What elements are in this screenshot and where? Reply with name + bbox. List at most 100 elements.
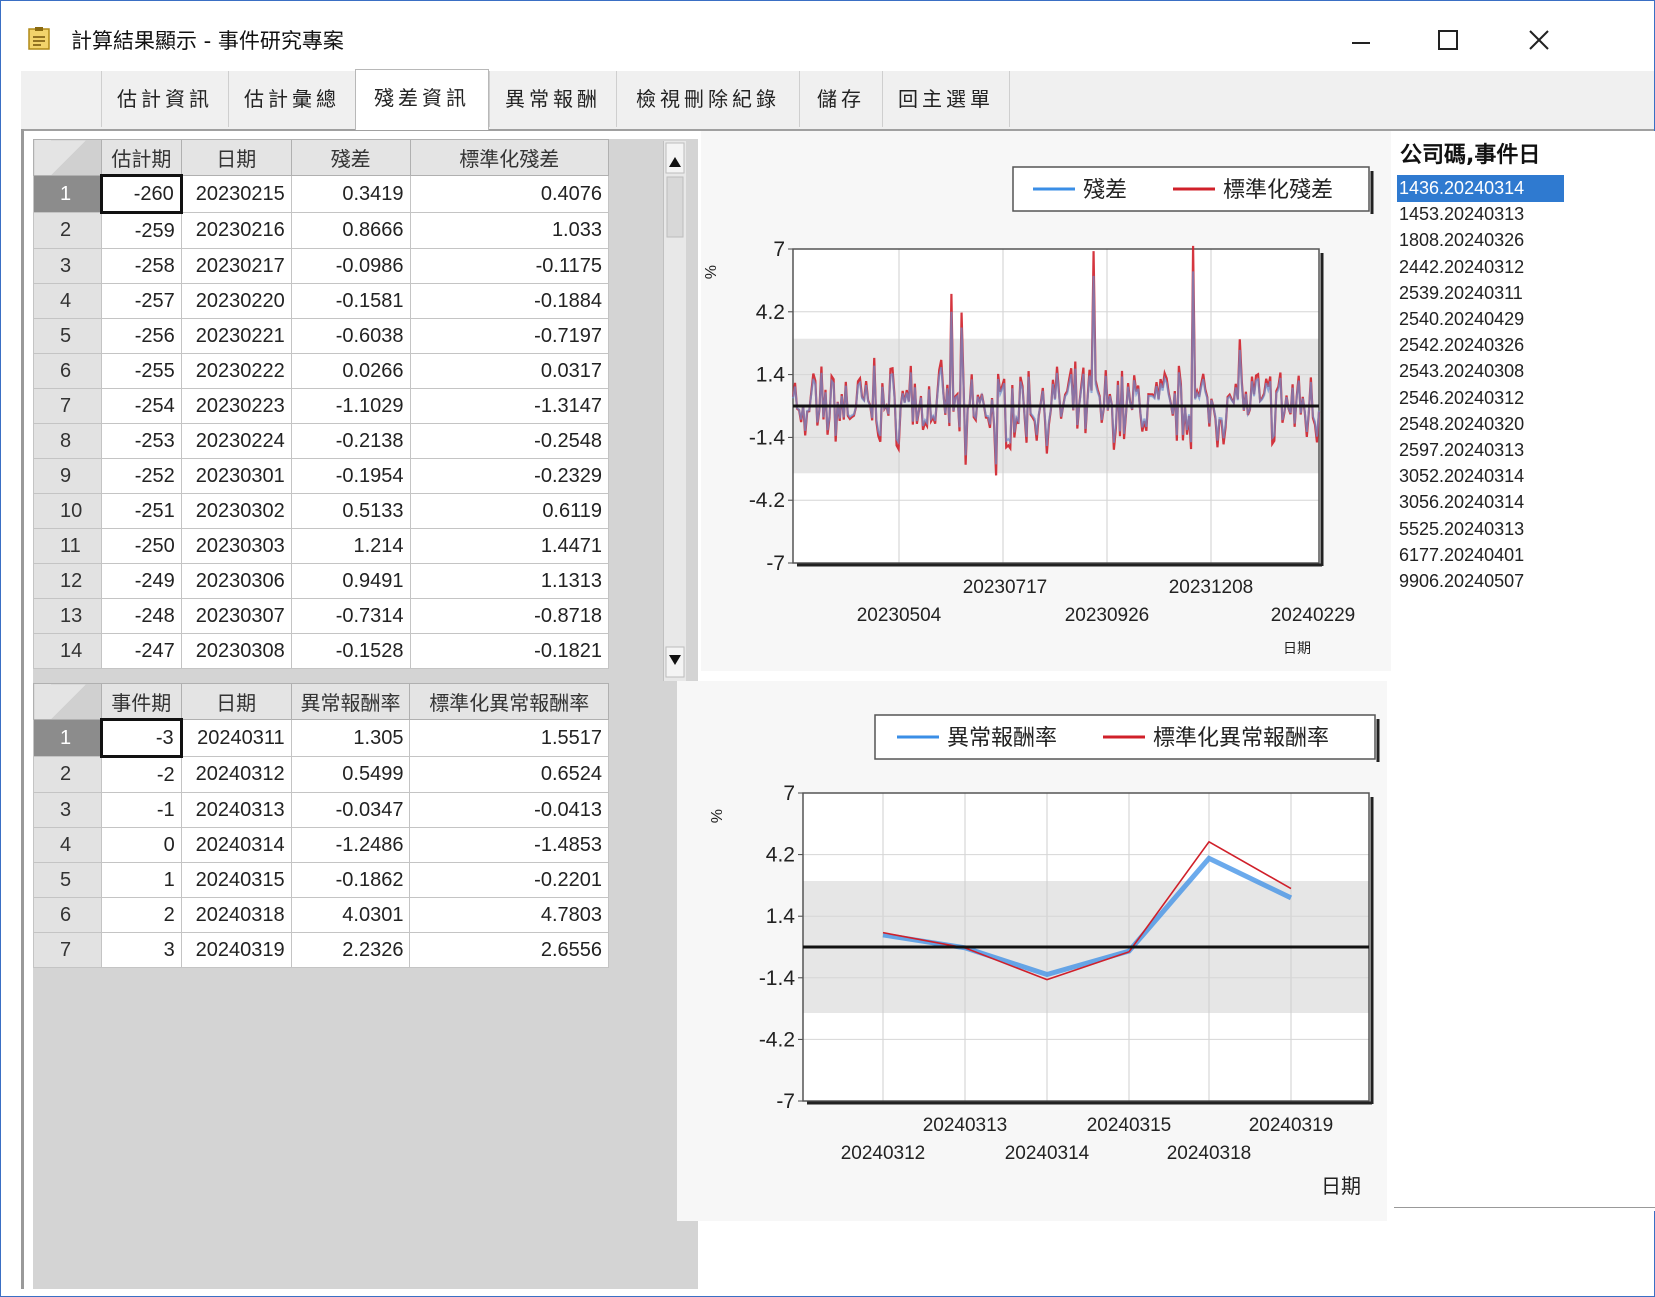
- row-header[interactable]: 5: [33, 318, 102, 354]
- table-cell[interactable]: 1.4471: [409, 528, 610, 564]
- column-header[interactable]: 標準化殘差: [409, 139, 610, 176]
- table-cell[interactable]: -0.1175: [409, 248, 610, 284]
- table-cell[interactable]: 20240313: [180, 792, 292, 828]
- table-cell[interactable]: 1.214: [290, 528, 411, 564]
- maximize-button[interactable]: [1413, 15, 1483, 65]
- table-cell[interactable]: -254: [100, 388, 182, 424]
- table-row[interactable]: 3 -258 20230217 -0.0986 -0.1175: [33, 248, 610, 284]
- table-cell[interactable]: 0.4076: [409, 175, 610, 213]
- table-cell[interactable]: 20240312: [180, 756, 292, 793]
- table-cell[interactable]: 20230301: [180, 458, 292, 494]
- column-header[interactable]: 事件期: [100, 683, 182, 720]
- table-cell[interactable]: -256: [100, 318, 182, 354]
- table-cell[interactable]: -0.1884: [409, 283, 610, 319]
- table-row[interactable]: 14 -247 20230308 -0.1528 -0.1821: [33, 633, 610, 669]
- row-header[interactable]: 3: [33, 248, 102, 284]
- list-item[interactable]: 2543.20240308: [1399, 361, 1525, 382]
- table-cell[interactable]: 0.6119: [409, 493, 610, 529]
- table-row[interactable]: 8 -253 20230224 -0.2138 -0.2548: [33, 423, 610, 459]
- tab-save[interactable]: 儲存: [799, 71, 882, 127]
- row-header[interactable]: 7: [33, 932, 102, 968]
- table-cell[interactable]: -260: [99, 174, 183, 214]
- table-row[interactable]: 6 -255 20230222 0.0266 0.0317: [33, 353, 610, 389]
- table-cell[interactable]: -0.8718: [409, 598, 610, 634]
- table-cell[interactable]: 3: [100, 932, 182, 968]
- table-row[interactable]: 5 1 20240315 -0.1862 -0.2201: [33, 862, 609, 898]
- tab-residual-info[interactable]: 殘差資訊: [355, 69, 489, 130]
- table-cell[interactable]: -1: [100, 792, 182, 828]
- scroll-up-icon[interactable]: [669, 157, 681, 167]
- row-header[interactable]: 9: [33, 458, 102, 494]
- table-cell[interactable]: 20230303: [180, 528, 292, 564]
- row-header[interactable]: 4: [33, 283, 102, 319]
- column-header[interactable]: 估計期: [100, 139, 182, 176]
- table-cell[interactable]: 0.5133: [290, 493, 411, 529]
- table-cell[interactable]: 20230307: [180, 598, 292, 634]
- table-cell[interactable]: -0.1821: [409, 633, 610, 669]
- table-cell[interactable]: -0.0413: [409, 792, 609, 828]
- minimize-button[interactable]: [1326, 15, 1396, 65]
- table-cell[interactable]: 20230215: [180, 175, 292, 213]
- table-cell[interactable]: -0.2201: [409, 862, 609, 898]
- table-cell[interactable]: 20230216: [180, 212, 292, 249]
- table-cell[interactable]: -0.6038: [290, 318, 411, 354]
- table-cell[interactable]: 0.6524: [409, 756, 609, 793]
- table-cell[interactable]: -0.7197: [409, 318, 610, 354]
- tab-deletion-log[interactable]: 檢視刪除紀錄: [616, 71, 799, 127]
- table-cell[interactable]: 0.8666: [290, 212, 411, 249]
- row-header[interactable]: 3: [33, 792, 102, 828]
- table-cell[interactable]: 20230222: [180, 353, 292, 389]
- table-cell[interactable]: 20230302: [180, 493, 292, 529]
- table-cell[interactable]: -251: [100, 493, 182, 529]
- table-cell[interactable]: 20240314: [180, 827, 292, 863]
- table-cell[interactable]: 20230308: [180, 633, 292, 669]
- table-cell[interactable]: -0.2548: [409, 423, 610, 459]
- row-header[interactable]: 13: [33, 598, 102, 634]
- table-row[interactable]: 11 -250 20230303 1.214 1.4471: [33, 528, 610, 564]
- table-cell[interactable]: -1.1029: [290, 388, 411, 424]
- table-row[interactable]: 5 -256 20230221 -0.6038 -0.7197: [33, 318, 610, 354]
- list-item[interactable]: 1453.20240313: [1399, 204, 1525, 225]
- table-row[interactable]: 9 -252 20230301 -0.1954 -0.2329: [33, 458, 610, 494]
- close-button[interactable]: [1504, 15, 1574, 65]
- row-header[interactable]: 8: [33, 423, 102, 459]
- table-row[interactable]: 12 -249 20230306 0.9491 1.1313: [33, 563, 610, 599]
- list-item[interactable]: 2597.20240313: [1399, 440, 1525, 460]
- row-header[interactable]: 4: [33, 827, 102, 863]
- list-item[interactable]: 2540.20240429: [1399, 309, 1525, 329]
- list-item[interactable]: 9906.20240507: [1399, 571, 1525, 591]
- list-item[interactable]: 3056.20240314: [1399, 492, 1525, 513]
- table-cell[interactable]: 0.9491: [290, 563, 411, 599]
- column-header[interactable]: 標準化異常報酬率: [409, 683, 609, 720]
- table-cell[interactable]: -247: [100, 633, 182, 669]
- table-cell[interactable]: 1.033: [409, 212, 610, 249]
- table-cell[interactable]: -0.1862: [290, 862, 411, 898]
- table-cell[interactable]: 4.7803: [409, 897, 609, 933]
- list-item[interactable]: 2546.20240312: [1399, 387, 1525, 408]
- table-cell[interactable]: -253: [100, 423, 182, 459]
- table-row[interactable]: 2 -2 20240312 0.5499 0.6524: [33, 756, 609, 793]
- table-cell[interactable]: -257: [100, 283, 182, 319]
- table-cell[interactable]: -0.0347: [290, 792, 411, 828]
- table-cell[interactable]: -0.2329: [409, 458, 610, 494]
- table-cell[interactable]: 0.0317: [409, 353, 610, 389]
- table-cell[interactable]: 20230220: [180, 283, 292, 319]
- table-cell[interactable]: -0.1954: [290, 458, 411, 494]
- table-cell[interactable]: -0.1581: [290, 283, 411, 319]
- table-cell[interactable]: 0: [100, 827, 182, 863]
- table-cell[interactable]: 1.305: [290, 719, 411, 757]
- table-cell[interactable]: -1.2486: [290, 827, 411, 863]
- table-row[interactable]: 13 -248 20230307 -0.7314 -0.8718: [33, 598, 610, 634]
- table-cell[interactable]: -1.3147: [409, 388, 610, 424]
- table-cell[interactable]: 0.5499: [290, 756, 411, 793]
- table-cell[interactable]: 1: [100, 862, 182, 898]
- table-cell[interactable]: 20230306: [180, 563, 292, 599]
- row-header[interactable]: 6: [33, 897, 102, 933]
- list-item[interactable]: 2542.20240326: [1399, 335, 1525, 356]
- list-item[interactable]: 3052.20240314: [1399, 466, 1525, 487]
- table-cell[interactable]: 20230224: [180, 423, 292, 459]
- table-row[interactable]: 7 3 20240319 2.2326 2.6556: [33, 932, 609, 968]
- table-cell[interactable]: 20240318: [180, 897, 292, 933]
- table-cell[interactable]: 20240319: [180, 932, 292, 968]
- tab-main-menu[interactable]: 回主選單: [882, 71, 1010, 127]
